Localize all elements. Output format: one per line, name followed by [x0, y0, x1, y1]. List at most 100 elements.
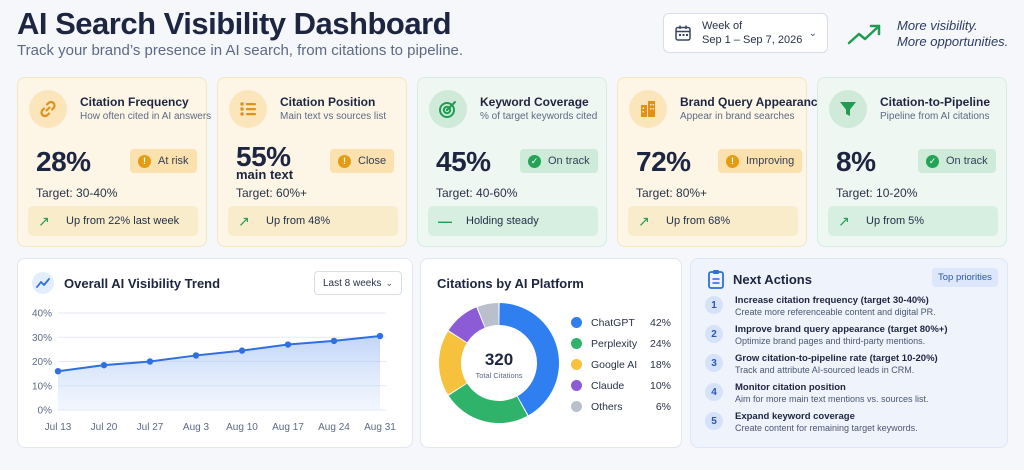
date-range-select[interactable]: Week of Sep 1 – Sep 7, 2026 ⌄	[663, 13, 828, 53]
trend-line	[57, 335, 381, 373]
data-point	[100, 361, 108, 369]
calendar-icon	[675, 25, 691, 41]
action-desc: Aim for more main text mentions vs. sour…	[735, 394, 929, 404]
legend-swatch	[571, 338, 582, 349]
kpi-desc: % of target keywords cited	[480, 111, 598, 122]
platform-legend: ChatGPT 42% Perplexity 24% Google AI 18% Claud…	[571, 312, 671, 417]
data-point	[284, 341, 292, 348]
legend-item: Google AI 18%	[571, 354, 671, 375]
alert-icon: !	[138, 154, 151, 168]
action-number: 3	[705, 354, 723, 372]
legend-label: Perplexity	[591, 337, 638, 350]
action-desc: Create content for remaining target keyw…	[735, 423, 918, 433]
x-tick-label: Aug 24	[318, 422, 350, 433]
target-icon	[429, 90, 467, 128]
promo-tagline: More visibility. More opportunities.	[847, 12, 1012, 56]
platform-donut-chart: 320 Total Citations	[439, 303, 559, 423]
arrow-up-right-icon: ↗	[838, 212, 850, 229]
kpi-card-brand-query-appearance[interactable]: Brand Query Appearance Appear in brand s…	[617, 77, 824, 247]
kpi-target: Target: 10-20%	[836, 186, 918, 200]
trend-area	[58, 336, 380, 410]
kpi-name: Citation Position	[280, 95, 376, 109]
legend-value: 6%	[655, 400, 671, 413]
clipboard-icon	[708, 270, 724, 289]
data-point	[376, 332, 384, 340]
trend-chart-icon	[32, 272, 54, 294]
kpi-desc: How often cited in AI answers	[80, 111, 212, 122]
legend-label: Google AI	[591, 358, 638, 371]
priority-tag: Top priorities	[932, 268, 998, 287]
x-tick-label: Aug 10	[226, 422, 258, 433]
kpi-trend: ↗ Up from 48%	[228, 206, 398, 236]
kpi-trend: ↗ Up from 22% last week	[28, 206, 198, 236]
building-icon	[629, 90, 667, 128]
action-item[interactable]: 5 Expand keyword coverage Create content…	[705, 409, 1001, 438]
donut-total-label: Total Citations	[475, 371, 522, 380]
page-title: AI Search Visibility Dashboard	[17, 6, 452, 41]
kpi-desc: Main text vs sources list	[280, 111, 387, 122]
legend-value: 10%	[649, 379, 671, 392]
action-desc: Track and attribute AI-sourced leads in …	[735, 365, 915, 375]
kpi-card-citation-to-pipeline[interactable]: Citation-to-Pipeline Pipeline from AI ci…	[817, 77, 1007, 247]
data-point	[146, 358, 154, 365]
arrow-up-right-icon: ↗	[38, 212, 50, 229]
page-subtitle: Track your brand’s presence in AI search…	[17, 42, 464, 59]
donut-slice	[439, 331, 467, 395]
kpi-value: 8%	[836, 146, 876, 177]
legend-swatch	[571, 401, 582, 412]
action-number: 1	[705, 296, 723, 314]
action-heading: Increase citation frequency (target 30-4…	[735, 295, 929, 306]
x-tick-label: Jul 27	[137, 422, 164, 433]
donut-slice	[448, 307, 485, 343]
minus-icon: —	[438, 213, 452, 229]
x-tick-label: Aug 17	[272, 422, 304, 433]
action-heading: Monitor citation position	[735, 382, 846, 393]
kpi-target: Target: 60%+	[236, 186, 308, 200]
header: AI Search Visibility Dashboard Track you…	[17, 6, 1008, 66]
kpi-card-citation-position[interactable]: Citation Position Main text vs sources l…	[217, 77, 407, 247]
donut-total: 320	[485, 350, 513, 369]
kpi-trend: — Holding steady	[428, 206, 598, 236]
x-tick-label: Aug 3	[183, 422, 210, 433]
status-badge: ! At risk	[130, 149, 197, 173]
kpi-card-citation-frequency[interactable]: Citation Frequency How often cited in AI…	[17, 77, 211, 247]
action-number: 5	[705, 412, 723, 430]
action-desc: Optimize brand pages and third-party men…	[735, 336, 926, 346]
donut-slice	[499, 303, 559, 416]
funnel-icon	[829, 90, 867, 128]
kpi-card-keyword-coverage[interactable]: Keyword Coverage % of target keywords ci…	[417, 77, 607, 247]
kpi-target: Target: 40-60%	[436, 186, 518, 200]
kpi-trend: ↗ Up from 5%	[828, 206, 998, 236]
action-desc: Create more referenceable content and di…	[735, 307, 936, 317]
alert-icon: !	[338, 154, 351, 168]
y-tick-label: 0%	[38, 406, 53, 417]
kpi-trend: ↗ Up from 68%	[628, 206, 798, 236]
data-point	[192, 352, 200, 359]
x-tick-label: Jul 13	[45, 422, 72, 433]
action-item[interactable]: 4 Monitor citation position Aim for more…	[705, 380, 1001, 409]
kpi-value: 28%	[36, 146, 91, 177]
action-heading: Expand keyword coverage	[735, 411, 855, 422]
legend-item: Perplexity 24%	[571, 333, 671, 354]
kpi-target: Target: 80%+	[636, 186, 708, 200]
legend-value: 42%	[649, 316, 671, 329]
legend-swatch	[571, 359, 582, 370]
kpi-target: Target: 30-40%	[36, 186, 118, 200]
legend-swatch	[571, 317, 582, 328]
range-select[interactable]: Last 8 weeks ⌄	[314, 271, 402, 295]
kpi-desc: Appear in brand searches	[680, 111, 795, 122]
y-tick-label: 40%	[32, 309, 52, 320]
kpi-value: 55%	[236, 141, 291, 172]
arrow-up-right-icon: ↗	[638, 212, 650, 229]
action-item[interactable]: 2 Improve brand query appearance (target…	[705, 322, 1001, 351]
y-tick-label: 30%	[32, 333, 52, 344]
panel-title: Citations by AI Platform	[437, 276, 584, 291]
trend-chart: 0% 10% 20% 30% 40% Jul 13 Jul 20 Jul 27 Aug 3 Aug…	[32, 309, 396, 434]
kpi-name: Citation Frequency	[80, 95, 189, 109]
chevron-down-icon: ⌄	[808, 27, 817, 39]
x-tick-label: Aug 31	[364, 422, 396, 433]
action-item[interactable]: 3 Grow citation-to-pipeline rate (target…	[705, 351, 1001, 380]
action-item[interactable]: 1 Increase citation frequency (target 30…	[705, 293, 1001, 322]
panel-title: Overall AI Visibility Trend	[64, 276, 221, 291]
action-number: 2	[705, 325, 723, 343]
